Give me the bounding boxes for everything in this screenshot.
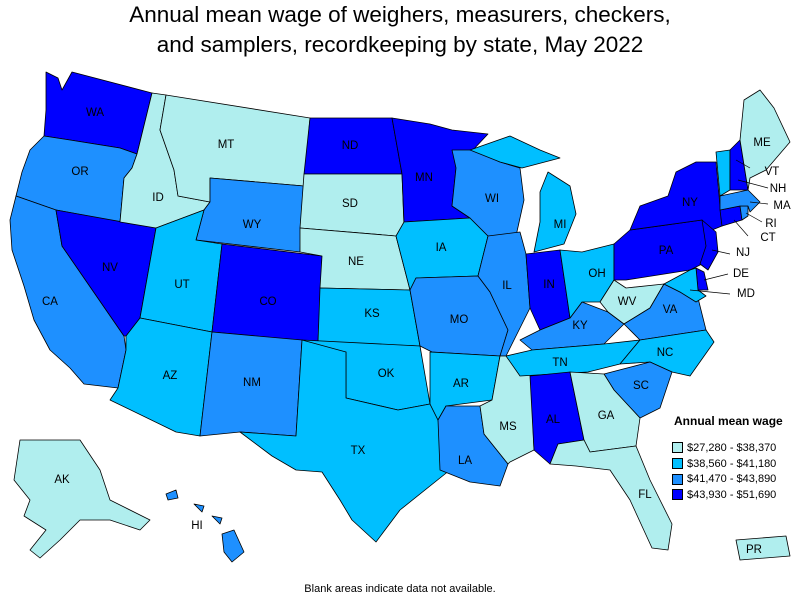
- legend-swatch-4: [672, 489, 683, 501]
- legend-item-4: $43,930 - $51,690: [672, 487, 800, 503]
- state-label-pa: PA: [659, 245, 674, 257]
- state-me: [739, 89, 791, 191]
- state-label-az: AZ: [163, 370, 178, 382]
- state-label-ct: CT: [760, 232, 775, 244]
- state-label-mt: MT: [218, 139, 235, 151]
- legend-swatch-3: [672, 473, 683, 485]
- state-label-ne: NE: [348, 256, 364, 268]
- legend-item-2: $38,560 - $41,180: [672, 456, 800, 472]
- state-label-sc: SC: [633, 380, 649, 392]
- state-label-ky: KY: [572, 320, 588, 332]
- state-label-mn: MN: [415, 172, 433, 184]
- state-label-ut: UT: [174, 279, 189, 291]
- legend: Annual mean wage $27,280 - $38,370 $38,5…: [672, 414, 800, 503]
- state-label-in: IN: [543, 279, 555, 291]
- state-label-de: DE: [733, 268, 749, 280]
- map-title-line-2: and samplers, recordkeeping by state, Ma…: [156, 32, 644, 57]
- state-label-fl: FL: [638, 489, 652, 501]
- legend-item-1: $27,280 - $38,370: [672, 440, 800, 456]
- state-ak: [13, 439, 151, 559]
- state-label-ny: NY: [682, 197, 698, 209]
- legend-label-1: $27,280 - $38,370: [687, 441, 777, 454]
- state-label-co: CO: [259, 296, 276, 308]
- state-label-hi: HI: [191, 520, 203, 532]
- legend-label-2: $38,560 - $41,180: [687, 457, 777, 470]
- state-pr: [735, 535, 791, 561]
- state-wy: [195, 177, 305, 253]
- state-label-oh: OH: [588, 268, 605, 280]
- state-label-ar: AR: [453, 378, 469, 390]
- legend-item-3: $41,470 - $43,890: [672, 471, 800, 487]
- state-ma: [719, 189, 761, 213]
- state-label-tn: TN: [552, 357, 567, 369]
- state-label-va: VA: [663, 304, 678, 316]
- state-mi: [469, 135, 577, 253]
- state-label-ga: GA: [598, 410, 615, 422]
- state-label-ok: OK: [378, 368, 395, 380]
- state-label-ks: KS: [364, 308, 380, 320]
- state-label-ca: CA: [42, 296, 58, 308]
- legend-swatch-1: [672, 442, 683, 454]
- legend-swatch-2: [672, 458, 683, 470]
- legend-label-4: $43,930 - $51,690: [687, 488, 777, 501]
- state-label-nd: ND: [342, 140, 359, 152]
- state-label-ak: AK: [54, 474, 70, 486]
- state-co: [211, 243, 323, 343]
- state-fl: [549, 439, 673, 551]
- leader-lines: [689, 159, 769, 295]
- map-title: Annual mean wage of weighers, measurers,…: [0, 0, 800, 60]
- state-label-al: AL: [546, 414, 561, 426]
- state-label-me: ME: [753, 137, 771, 149]
- state-label-wi: WI: [485, 193, 499, 205]
- legend-label-3: $41,470 - $43,890: [687, 473, 777, 486]
- state-label-pr: PR: [746, 544, 762, 556]
- state-label-ma: MA: [773, 200, 791, 212]
- state-label-tx: TX: [351, 445, 366, 457]
- state-label-id: ID: [152, 192, 164, 204]
- state-label-il: IL: [502, 280, 512, 292]
- state-label-ia: IA: [436, 242, 447, 254]
- state-label-nj: NJ: [736, 247, 750, 259]
- state-label-wy: WY: [243, 219, 262, 231]
- footnote: Blank areas indicate data not available.: [304, 583, 496, 595]
- legend-title: Annual mean wage: [674, 414, 783, 428]
- state-nj: [699, 219, 719, 271]
- state-label-md: MD: [737, 288, 755, 300]
- map-title-line-1: Annual mean wage of weighers, measurers,…: [129, 2, 671, 27]
- state-label-ri: RI: [765, 218, 777, 230]
- state-label-nv: NV: [102, 262, 118, 274]
- state-tx: [239, 339, 451, 543]
- state-label-wa: WA: [86, 107, 104, 119]
- state-label-nh: NH: [770, 183, 787, 195]
- state-label-mi: MI: [554, 219, 567, 231]
- state-label-nc: NC: [657, 347, 674, 359]
- state-md: [663, 267, 707, 303]
- state-ny: [629, 161, 723, 231]
- state-label-vt: VT: [765, 166, 780, 178]
- state-label-or: OR: [71, 166, 88, 178]
- state-hi: [165, 489, 245, 563]
- state-label-sd: SD: [342, 198, 358, 210]
- state-label-wv: WV: [618, 296, 637, 308]
- state-label-nm: NM: [243, 377, 261, 389]
- state-label-ms: MS: [499, 421, 517, 433]
- state-label-mo: MO: [450, 314, 469, 326]
- state-label-la: LA: [458, 455, 472, 467]
